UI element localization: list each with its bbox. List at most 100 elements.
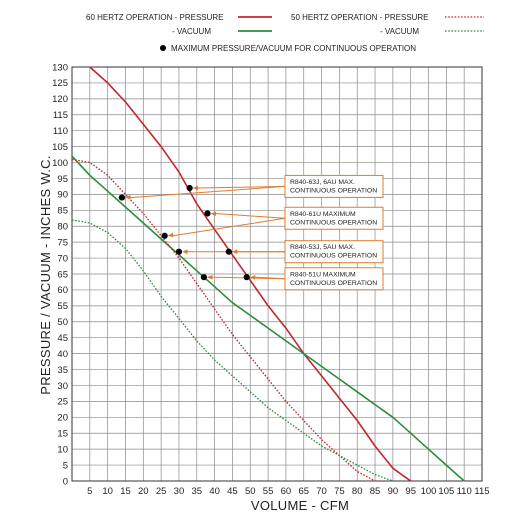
max-continuous-point (200, 274, 208, 281)
y-tick-label: 35 (57, 365, 68, 376)
x-tick-label: 100 (421, 486, 437, 497)
legend: 60 HERTZ OPERATION - PRESSURE - VACUUM 50 … (86, 13, 484, 53)
max-continuous-point (161, 232, 168, 239)
callout-text: R840-51U MAXIMUM (290, 271, 356, 278)
y-tick-label: 30 (57, 381, 68, 392)
max-continuous-point (225, 248, 232, 255)
x-tick-label: 15 (120, 486, 131, 497)
y-tick-label: 100 (52, 158, 68, 169)
x-tick-label: 50 (245, 486, 256, 497)
x-tick-label: 115 (474, 486, 489, 497)
x-tick-label: 35 (191, 486, 202, 497)
series-lines (71, 66, 465, 482)
legend-item-3: 50 HERTZ OPERATION - PRESSURE (291, 13, 484, 22)
y-tick-label: 90 (57, 190, 68, 201)
callout-text: CONTINUOUS OPERATION (290, 219, 377, 226)
x-tick-label: 40 (209, 486, 220, 497)
y-tick-label: 120 (52, 94, 68, 105)
callout-3: R840-53J, 5AU MAX. CONTINUOUS OPERATION (182, 240, 384, 264)
callout-4: R840-51U MAXIMUM CONTINUOUS OPERATION (206, 267, 384, 291)
legend-label: 50 HERTZ OPERATION - PRESSURE (291, 13, 429, 22)
y-tick-label: 130 (52, 62, 68, 73)
y-tick-label: 70 (57, 253, 68, 264)
callout-text: CONTINUOUS OPERATION (290, 253, 377, 260)
y-tick-label: 55 (57, 301, 68, 312)
legend-label: - VACUUM (380, 27, 419, 36)
x-tick-label: 95 (405, 486, 416, 497)
series-line-v60 (71, 155, 465, 482)
y-axis-title: PRESSURE / VACUUM - INCHES W.C. (38, 155, 53, 394)
max-continuous-point (204, 210, 211, 217)
y-tick-label: 20 (57, 413, 68, 424)
y-tick-label: 125 (52, 78, 68, 89)
legend-item-2: - VACUUM (172, 27, 272, 36)
callout-arrowhead (210, 211, 217, 217)
x-tick-label: 85 (370, 486, 381, 497)
max-continuous-point (175, 248, 183, 255)
y-tick-label: 15 (57, 429, 68, 440)
callout-arrow (197, 185, 286, 189)
x-tick-label: 105 (438, 486, 454, 497)
y-tick-label: 110 (53, 126, 68, 137)
callouts: R840-63J, 6AU MAX.CONTINUOUS OPERATIONR8… (124, 174, 384, 291)
x-tick-label: 30 (174, 486, 185, 497)
y-tick-label: 80 (57, 222, 68, 233)
x-tick-label: 55 (263, 486, 274, 497)
x-axis-ticks: 5 10 15 20 25 30 35 40 45 50 55 60 65 70 75 80 85 90 95 100… (87, 486, 489, 497)
y-tick-label: 5 (63, 460, 68, 471)
y-tick-label: 45 (57, 333, 68, 344)
y-tick-label: 60 (57, 285, 68, 296)
x-tick-label: 75 (334, 486, 345, 497)
legend-dot (160, 45, 166, 51)
series-line-p60 (89, 66, 412, 482)
y-tick-label: 65 (57, 269, 68, 280)
legend-item-1: 60 HERTZ OPERATION - PRESSURE (86, 13, 272, 22)
callout-arrowhead (249, 275, 256, 280)
callout-text: R840-61U MAXIMUM (290, 211, 356, 218)
series-line-v50 (71, 219, 394, 482)
x-tick-label: 90 (388, 486, 399, 497)
x-tick-label: 65 (298, 486, 309, 497)
grid (71, 66, 483, 482)
callout-arrowhead (124, 194, 131, 200)
callout-text: CONTINUOUS OPERATION (290, 187, 377, 194)
callout-arrowhead (167, 232, 174, 238)
y-tick-label: 95 (57, 174, 68, 185)
y-tick-label: 10 (57, 444, 68, 455)
callout-arrowhead (192, 185, 199, 191)
series-line-p50 (71, 158, 376, 482)
x-tick-label: 45 (227, 486, 238, 497)
callout-text: CONTINUOUS OPERATION (290, 280, 377, 287)
callout-arrow (215, 212, 286, 219)
legend-label: MAXIMUM PRESSURE/VACUUM FOR CONTINUOUS O… (171, 44, 416, 53)
max-points (118, 184, 250, 281)
legend-label: 60 HERTZ OPERATION - PRESSURE (86, 13, 224, 22)
y-tick-label: 85 (57, 206, 68, 217)
x-tick-label: 10 (102, 486, 113, 497)
y-tick-label: 0 (63, 476, 68, 487)
x-tick-label: 80 (352, 486, 363, 497)
legend-item-4: - VACUUM (380, 27, 484, 36)
y-tick-label: 115 (53, 110, 68, 121)
max-continuous-point (118, 194, 126, 201)
x-tick-label: 5 (87, 486, 92, 497)
x-axis-title: VOLUME - CFM (251, 498, 349, 513)
y-tick-label: 75 (57, 237, 68, 248)
x-tick-label: 70 (316, 486, 327, 497)
x-tick-label: 60 (281, 486, 292, 497)
callout-text: R840-53J, 5AU MAX. (290, 244, 355, 251)
plot-frame (71, 66, 483, 482)
x-tick-label: 25 (156, 486, 167, 497)
legend-item-5: MAXIMUM PRESSURE/VACUUM FOR CONTINUOUS O… (160, 44, 416, 53)
y-tick-label: 40 (57, 349, 68, 360)
callout-text: R840-63J, 6AU MAX. (290, 179, 355, 186)
callout-arrow (129, 185, 286, 199)
x-tick-label: 20 (138, 486, 149, 497)
x-tick-label: 110 (457, 486, 472, 497)
y-tick-label: 50 (57, 317, 68, 328)
callout-arrowhead (206, 275, 213, 280)
legend-label: - VACUUM (172, 27, 211, 36)
y-tick-label: 105 (52, 142, 68, 153)
